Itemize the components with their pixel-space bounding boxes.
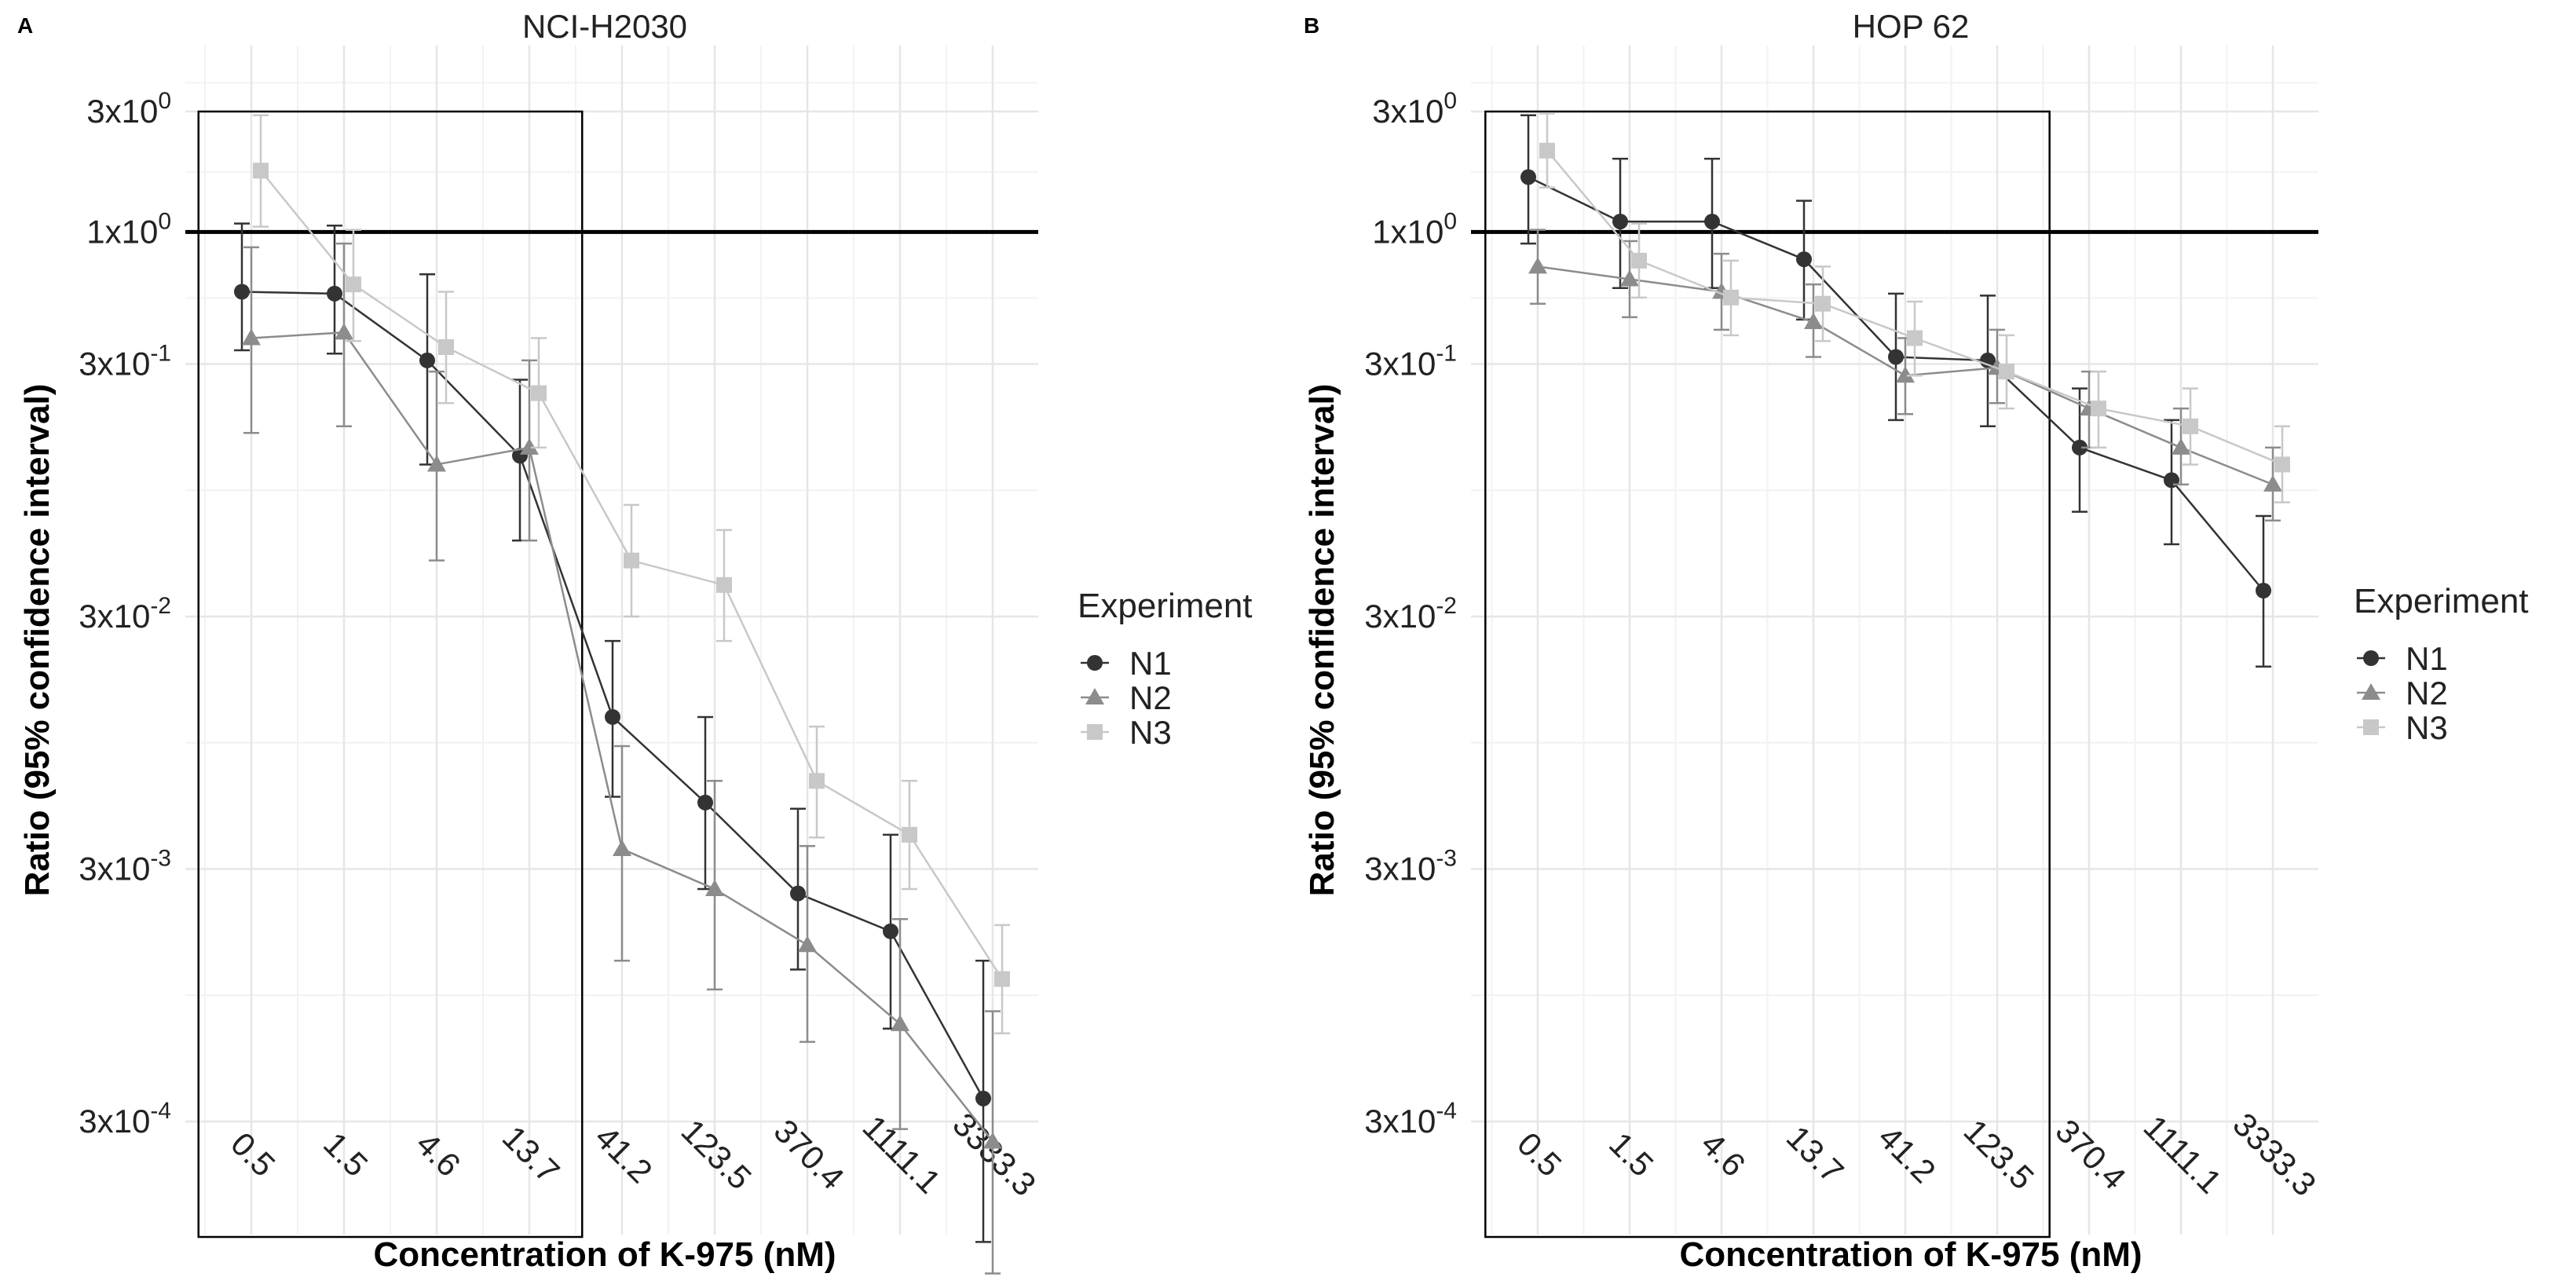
- panel-letter: A: [17, 13, 33, 38]
- legend-label-n1: N1: [2406, 640, 2448, 677]
- data-point: [716, 576, 732, 593]
- data-point: [613, 840, 631, 857]
- panel-letter: B: [1304, 13, 1319, 38]
- legend-key-marker: [2363, 719, 2379, 735]
- data-point: [346, 276, 361, 293]
- y-tick-label: 3x100: [1372, 88, 1457, 130]
- data-point: [253, 163, 269, 179]
- data-point: [419, 352, 435, 368]
- series-n1: [234, 222, 991, 1243]
- chart-title: NCI-H2030: [522, 8, 687, 45]
- legend-key-marker: [2363, 650, 2379, 666]
- data-point: [242, 328, 261, 346]
- x-axis-title: Concentration of K-975 (nM): [1679, 1235, 2142, 1274]
- data-point: [994, 971, 1010, 987]
- data-point: [520, 437, 539, 455]
- data-point: [2263, 474, 2282, 492]
- data-point: [2172, 437, 2190, 455]
- data-point: [1539, 142, 1555, 159]
- legend-label-n1: N1: [1129, 645, 1172, 682]
- data-point: [2072, 439, 2088, 456]
- legend-label-n3: N3: [2406, 709, 2448, 746]
- data-point: [605, 708, 620, 725]
- legend-key-marker: [1087, 724, 1103, 740]
- series-n3: [253, 114, 1010, 1035]
- data-point: [624, 552, 639, 569]
- legend-title: Experiment: [1078, 587, 1253, 625]
- y-tick-label: 3x10-4: [79, 1098, 171, 1140]
- y-axis-title: Ratio (95% confidence interval): [18, 384, 57, 897]
- x-axis-title: Concentration of K-975 (nM): [373, 1235, 836, 1274]
- data-point: [983, 1132, 1002, 1149]
- panel-a: A NCI-H2030 3x10-4 3x10-3 3x10-2 3x10-1 1x100 3…: [17, 8, 1253, 1275]
- data-point: [883, 923, 898, 939]
- y-tick-label: 1x100: [1372, 208, 1457, 250]
- chart-title: HOP 62: [1853, 8, 1970, 45]
- legend-title: Experiment: [2354, 582, 2529, 620]
- data-point: [2164, 472, 2179, 488]
- data-point: [1804, 313, 1823, 330]
- data-point: [1620, 269, 1639, 287]
- data-point: [809, 773, 825, 789]
- plot-area: [1471, 46, 2318, 1235]
- data-point: [1815, 295, 1831, 312]
- y-tick-label: 3x10-1: [1364, 341, 1457, 382]
- data-point: [427, 455, 446, 472]
- y-tick-label: 3x10-2: [1364, 593, 1457, 635]
- y-tick-label: 1x100: [86, 208, 171, 250]
- data-point: [790, 885, 806, 902]
- data-point: [335, 323, 353, 340]
- series-n1: [1520, 114, 2271, 668]
- data-point: [327, 285, 342, 302]
- data-point: [1907, 330, 1923, 346]
- data-point: [438, 338, 454, 355]
- data-point: [1520, 169, 1536, 185]
- data-point: [1631, 252, 1647, 269]
- y-tick-label: 3x10-2: [79, 593, 171, 635]
- data-point: [2256, 582, 2271, 598]
- data-point: [531, 385, 547, 401]
- data-point: [234, 284, 250, 300]
- y-tick-label: 3x10-3: [1364, 846, 1457, 887]
- data-point: [798, 935, 817, 953]
- data-point: [2183, 418, 2198, 434]
- y-tick-label: 3x100: [86, 88, 171, 130]
- data-point: [902, 826, 917, 843]
- legend-label-n2: N2: [1129, 679, 1172, 716]
- y-axis-title: Ratio (95% confidence interval): [1303, 384, 1341, 897]
- legend-label-n3: N3: [1129, 714, 1172, 751]
- series-n2: [242, 242, 1002, 1275]
- legend-key-marker: [2362, 683, 2380, 700]
- highlight-box: [1484, 110, 2051, 1239]
- y-tick-label: 3x10-4: [1364, 1098, 1457, 1140]
- data-point: [1612, 214, 1628, 230]
- panel-b: B HOP 62 3x10-4 3x10-3 3x10-2 3x10-1 1x100 3x10…: [1303, 8, 2529, 1274]
- data-point: [1888, 349, 1904, 365]
- data-point: [1999, 364, 2014, 380]
- data-point: [1896, 366, 1915, 383]
- data-point: [2091, 401, 2106, 417]
- data-point: [1723, 289, 1739, 306]
- data-point: [1980, 352, 1996, 368]
- legend-label-n2: N2: [2406, 675, 2448, 712]
- data-point: [1704, 214, 1720, 230]
- data-point: [891, 1014, 909, 1031]
- data-point: [697, 794, 713, 810]
- data-point: [705, 879, 724, 896]
- y-tick-label: 3x10-3: [79, 846, 171, 887]
- legend-key-marker: [1085, 688, 1104, 704]
- data-point: [2274, 456, 2290, 473]
- data-point: [975, 1090, 991, 1107]
- data-point: [1528, 257, 1547, 274]
- data-point: [1796, 251, 1812, 268]
- legend-key-marker: [1087, 655, 1103, 671]
- series-n3: [1539, 112, 2290, 503]
- y-tick-label: 3x10-1: [79, 341, 171, 382]
